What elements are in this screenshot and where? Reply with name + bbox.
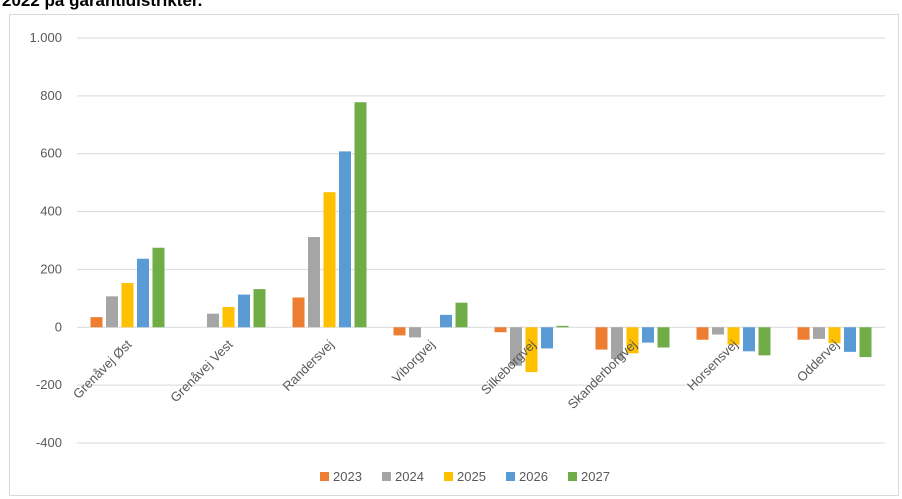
bar-2027 <box>758 327 771 356</box>
legend-swatch <box>506 472 515 481</box>
legend: 2023 2024 2025 2026 2027 <box>320 469 610 484</box>
bar-2024 <box>813 327 825 339</box>
bar-2025 <box>626 327 639 354</box>
bar-2023 <box>696 327 709 340</box>
y-tick-label: 800 <box>40 88 62 103</box>
y-tick-label: -200 <box>36 377 62 392</box>
legend-label: 2023 <box>333 469 362 484</box>
y-tick-label: -400 <box>36 435 62 450</box>
bar-2027 <box>152 247 165 328</box>
y-tick-label: 400 <box>40 204 62 219</box>
bar-2023 <box>292 297 305 328</box>
chart-svg: 1.000 800 600 400 200 0 -200 -400 Grenåvej Øst G… <box>29 30 885 484</box>
title-area: 2022 på garantidistrikter. <box>2 0 892 15</box>
bar-2023 <box>797 327 810 340</box>
bar-2024 <box>207 313 219 328</box>
bar-2026 <box>238 294 250 328</box>
bar-2025 <box>121 283 134 328</box>
y-axis-ticks: 1.000 800 600 400 200 0 -200 -400 <box>29 30 62 450</box>
y-tick-label: 200 <box>40 261 62 276</box>
bar-2027 <box>859 327 872 358</box>
bar-2025 <box>323 192 336 328</box>
chart-area: 1.000 800 600 400 200 0 -200 -400 Grenåvej Øst G… <box>9 14 899 496</box>
bar-2026 <box>137 258 149 328</box>
legend-label: 2027 <box>581 469 610 484</box>
bar-2025 <box>525 327 538 373</box>
legend-swatch <box>444 472 453 481</box>
bar-2026 <box>743 327 755 352</box>
x-category-label: Oddervej <box>794 337 842 385</box>
legend-label: 2024 <box>395 469 424 484</box>
bar-2027 <box>354 102 367 328</box>
legend-swatch <box>568 472 577 481</box>
bar-2023 <box>90 317 103 328</box>
bars <box>90 102 872 373</box>
legend-label: 2026 <box>519 469 548 484</box>
bar-2024 <box>106 296 118 328</box>
page-title: 2022 på garantidistrikter. <box>2 0 203 10</box>
x-axis-labels: Grenåvej Øst Grenåvej Vest Randersvej Vibor… <box>70 337 842 412</box>
bar-2025 <box>828 327 841 344</box>
bar-2025 <box>727 327 740 345</box>
bar-2025 <box>222 307 235 328</box>
bar-2024 <box>712 327 724 335</box>
bar-2026 <box>440 314 452 328</box>
legend-label: 2025 <box>457 469 486 484</box>
y-tick-label: 1.000 <box>29 30 62 45</box>
bar-2026 <box>541 327 553 349</box>
y-tick-label: 0 <box>55 319 62 334</box>
bar-2027 <box>253 289 266 328</box>
bar-2026 <box>642 327 654 343</box>
legend-swatch <box>320 472 329 481</box>
bar-2027 <box>455 302 468 328</box>
bar-2027 <box>556 325 569 328</box>
bar-2023 <box>494 327 507 333</box>
legend-swatch <box>382 472 391 481</box>
x-category-label: Grenåvej Vest <box>167 337 236 406</box>
bar-2023 <box>595 327 608 350</box>
y-tick-label: 600 <box>40 146 62 161</box>
bar-2024 <box>409 327 421 338</box>
bar-2027 <box>657 327 670 348</box>
bar-2023 <box>393 327 406 336</box>
x-category-label: Grenåvej Øst <box>70 337 135 402</box>
x-category-label: Viborgvej <box>389 337 438 386</box>
bar-2024 <box>510 327 522 366</box>
bar-2026 <box>339 151 351 328</box>
bar-2024 <box>308 237 320 328</box>
bar-2026 <box>844 327 856 352</box>
bar-2024 <box>611 327 623 360</box>
